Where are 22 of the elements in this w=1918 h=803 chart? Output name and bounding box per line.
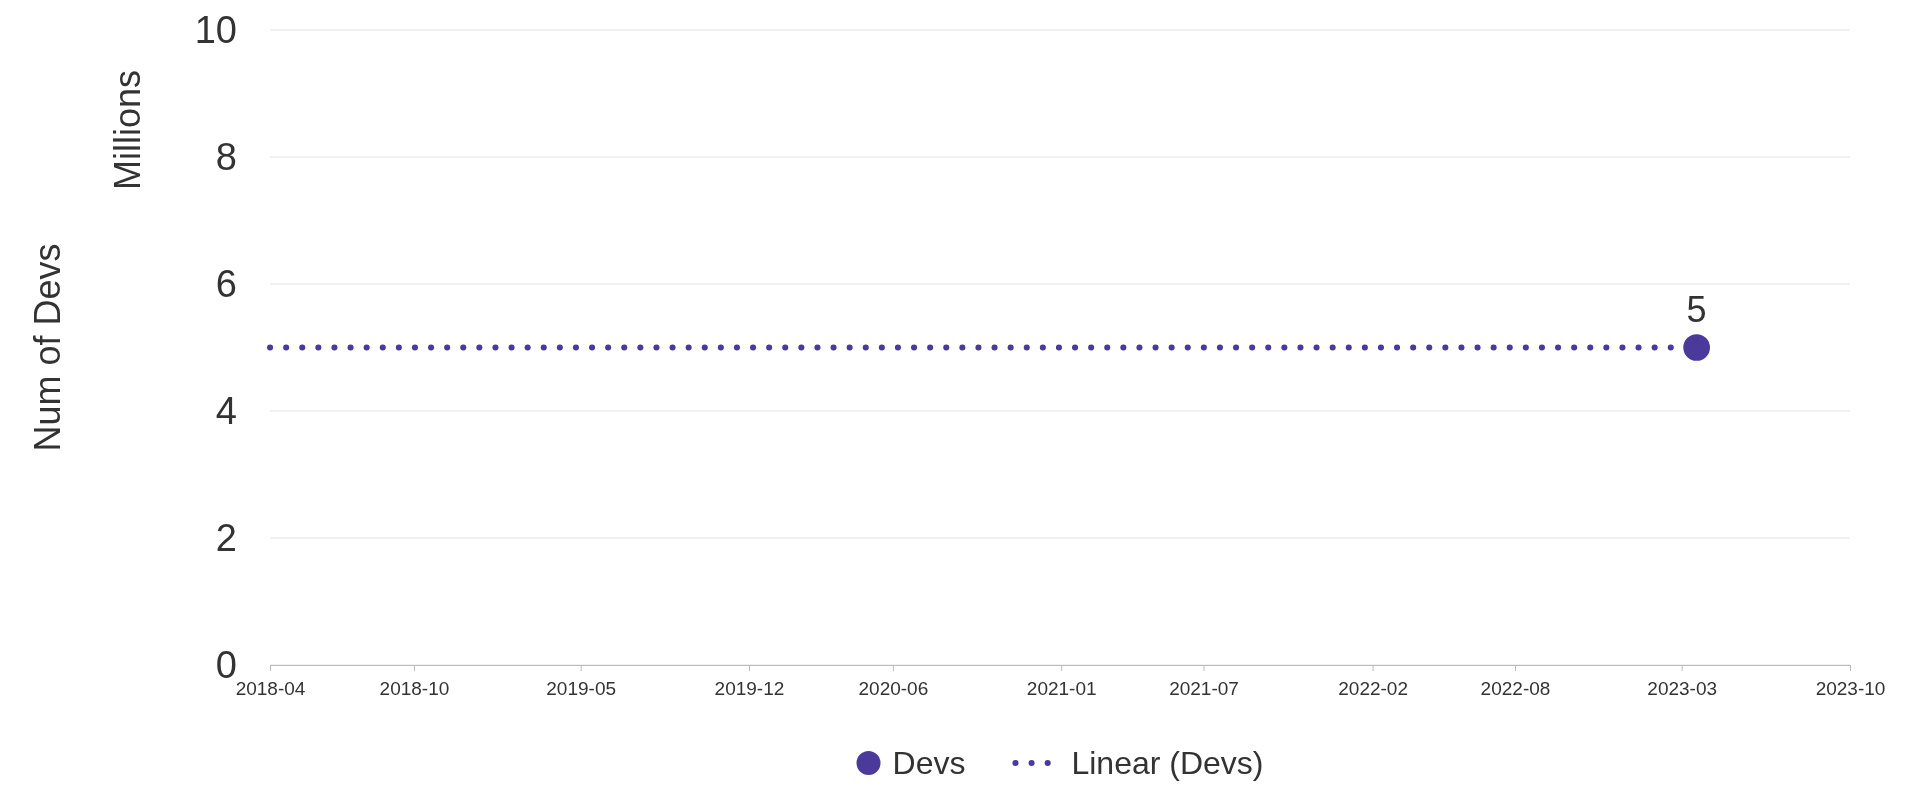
- y-axis-title: Num of Devs: [27, 243, 68, 452]
- x-tick-label: 2018-10: [379, 677, 450, 699]
- y-tick-label: 6: [215, 262, 237, 305]
- y-tick-label: 10: [194, 8, 237, 51]
- x-tick-label: 2023-03: [1647, 677, 1718, 699]
- legend-label: Linear (Devs): [1071, 745, 1264, 781]
- text: Millions: [107, 69, 148, 191]
- x-tick-label: 2021-07: [1169, 677, 1239, 699]
- x-tick-label: 2019-12: [714, 677, 785, 699]
- data-label: 5: [1686, 288, 1707, 330]
- x-tick-label: 2023-10: [1815, 677, 1886, 699]
- y-tick-label: 4: [215, 389, 237, 432]
- legend-label: Devs: [892, 745, 966, 781]
- y-tick-label: 0: [215, 643, 237, 686]
- x-tick-label: 2018-04: [235, 677, 306, 699]
- x-tick-label: 2020-06: [858, 677, 929, 699]
- y-tick-label: 2: [215, 516, 237, 559]
- x-tick-label: 2021-01: [1026, 677, 1097, 699]
- x-tick-label: 2022-02: [1338, 677, 1408, 699]
- y-tick-label: 8: [215, 135, 237, 178]
- x-tick-label: 2022-08: [1480, 677, 1551, 699]
- x-tick-label: 2019-05: [546, 677, 617, 699]
